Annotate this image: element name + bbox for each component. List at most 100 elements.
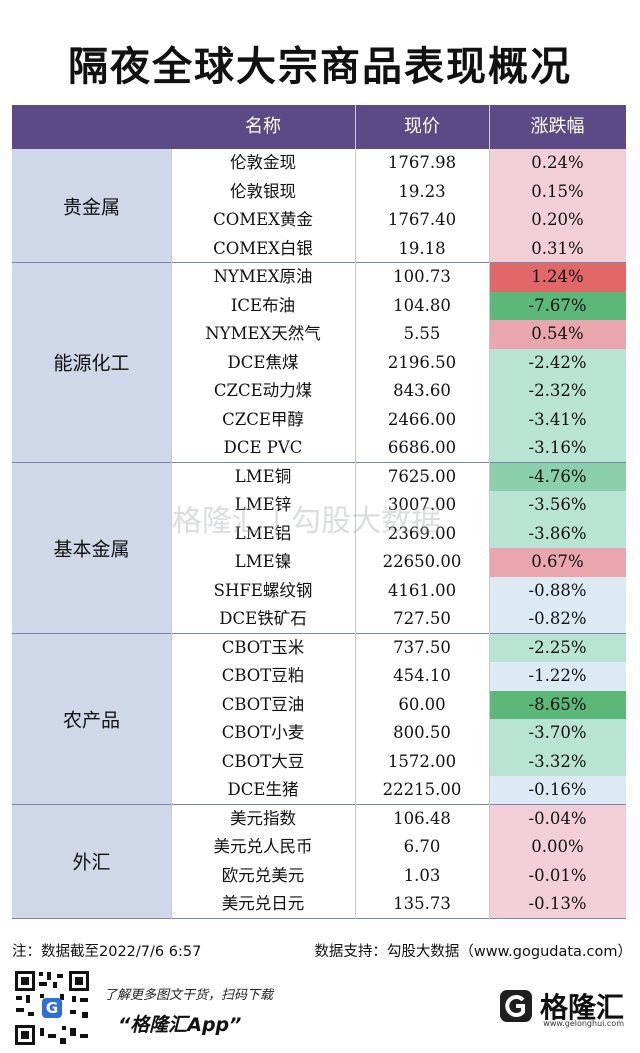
table-row: CBOT豆粕 454.10 -1.22% [171,662,626,691]
table-row: LME镍 22650.00 0.67% [171,548,626,577]
column-divider [355,149,356,919]
commodity-change: -0.88% [489,576,626,605]
group-separator [12,803,626,805]
commodity-name: CBOT豆粕 [171,662,355,691]
svg-text:G: G [46,999,58,1017]
group-label-cell: 外汇 [12,804,171,919]
table-row: 美元指数 106.48 -0.04% [171,804,626,833]
table-row: CBOT小麦 800.50 -3.70% [171,719,626,748]
commodity-change: -2.42% [489,348,626,377]
commodity-change: 1.24% [489,263,626,292]
commodity-change: -3.86% [489,519,626,548]
logo-text: 格隆汇 [539,991,624,1024]
commodity-change: 0.31% [489,234,626,263]
commodity-name: CBOT小麦 [171,719,355,748]
group-label: 能源化工 [53,352,130,375]
commodity-name: 美元指数 [171,804,355,833]
commodity-price: 1767.98 [355,149,489,178]
commodity-price: 19.23 [355,177,489,206]
commodity-name: CZCE动力煤 [171,377,355,406]
group-label: 农产品 [62,709,120,731]
table-header: 名称 现价 涨跌幅 [12,105,626,149]
commodity-price: 1572.00 [355,747,489,776]
group-label: 贵金属 [62,196,120,218]
table-row: 美元兑人民币 6.70 0.00% [171,833,626,862]
commodity-price: 1767.40 [355,206,489,235]
table-row: DCE铁矿石 727.50 -0.82% [171,605,626,634]
commodity-price: 2466.00 [355,405,489,434]
commodity-name: 欧元兑美元 [171,861,355,890]
commodity-name: SHFE螺纹钢 [171,576,355,605]
commodity-name: NYMEX天然气 [171,320,355,349]
header-change: 涨跌幅 [530,116,585,137]
commodity-name: DCE铁矿石 [171,605,355,634]
promo-text: 了解更多图文干货，扫码下载 [104,988,274,1003]
group-separator [12,262,626,263]
commodity-price: 100.73 [355,263,489,292]
group-label-cell: 农产品 [12,633,171,805]
commodity-name: LME镍 [171,548,355,577]
commodity-change: -0.04% [489,804,626,833]
commodity-name: LME锌 [171,491,355,520]
commodity-price: 22215.00 [355,776,489,805]
commodity-name: CZCE甲醇 [171,405,355,434]
commodity-name: COMEX黄金 [171,206,355,235]
commodity-change: -3.32% [489,747,626,776]
group-label-cell: 基本金属 [12,462,171,634]
commodity-price: 454.10 [355,662,489,691]
commodity-name: 伦敦银现 [171,177,355,206]
commodity-change: -4.76% [489,462,626,491]
commodity-name: LME铜 [171,462,355,491]
commodity-name: 伦敦金现 [171,149,355,178]
commodity-change: -1.22% [489,662,626,691]
table-row: 伦敦银现 19.23 0.15% [171,177,626,206]
commodity-price: 2196.50 [355,348,489,377]
table-row: CBOT豆油 60.00 -8.65% [171,690,626,719]
table-row: SHFE螺纹钢 4161.00 -0.88% [171,576,626,605]
commodity-change: 0.00% [489,833,626,862]
commodity-price: 3007.00 [355,491,489,520]
column-divider [489,149,490,919]
commodity-price: 19.18 [355,234,489,263]
commodity-name: 美元兑人民币 [171,833,355,862]
table-row: COMEX白银 19.18 0.31% [171,234,626,263]
table-row: 美元兑日元 135.73 -0.13% [171,890,626,919]
table-row: CBOT玉米 737.50 -2.25% [171,633,626,662]
table-row: CZCE甲醇 2466.00 -3.41% [171,405,626,434]
commodity-name: CBOT玉米 [171,633,355,662]
commodity-name: COMEX白银 [171,234,355,263]
commodity-change: -3.16% [489,434,626,463]
group-separator [12,461,626,463]
commodity-change: 0.15% [489,177,626,206]
commodity-price: 843.60 [355,377,489,406]
table-row: 伦敦金现 1767.98 0.24% [171,149,626,178]
table-row: NYMEX原油 100.73 1.24% [171,263,626,292]
header-divider [489,105,490,149]
group-label-cell: 能源化工 [12,263,171,463]
qr-code-icon[interactable]: G [12,968,92,1048]
table-row: CBOT大豆 1572.00 -3.32% [171,747,626,776]
logo-url: www.gelonghui.com [543,1019,624,1028]
commodity-change: -0.82% [489,605,626,634]
group-separator [12,632,626,634]
table-row: COMEX黄金 1767.40 0.20% [171,206,626,235]
commodity-change: -0.01% [489,861,626,890]
commodity-price: 800.50 [355,719,489,748]
commodity-change: -8.65% [489,690,626,719]
data-source-note: 数据支持：勾股大数据（www.gogudata.com） [314,944,632,960]
group-label: 外汇 [72,851,111,874]
commodity-price: 4161.00 [355,576,489,605]
commodity-change: -2.32% [489,377,626,406]
commodity-price: 727.50 [355,605,489,634]
commodity-price: 2369.00 [355,519,489,548]
table-row: NYMEX天然气 5.55 0.54% [171,320,626,349]
table-row: 欧元兑美元 1.03 -0.01% [171,861,626,890]
table-row: DCE PVC 6686.00 -3.16% [171,434,626,463]
table-row: DCE焦煤 2196.50 -2.42% [171,348,626,377]
commodity-change: -0.13% [489,890,626,919]
commodity-name: CBOT豆油 [171,690,355,719]
commodity-change: -3.41% [489,405,626,434]
commodity-price: 5.55 [355,320,489,349]
table-row: ICE布油 104.80 -7.67% [171,291,626,320]
gelonghui-logo-icon [499,990,532,1022]
